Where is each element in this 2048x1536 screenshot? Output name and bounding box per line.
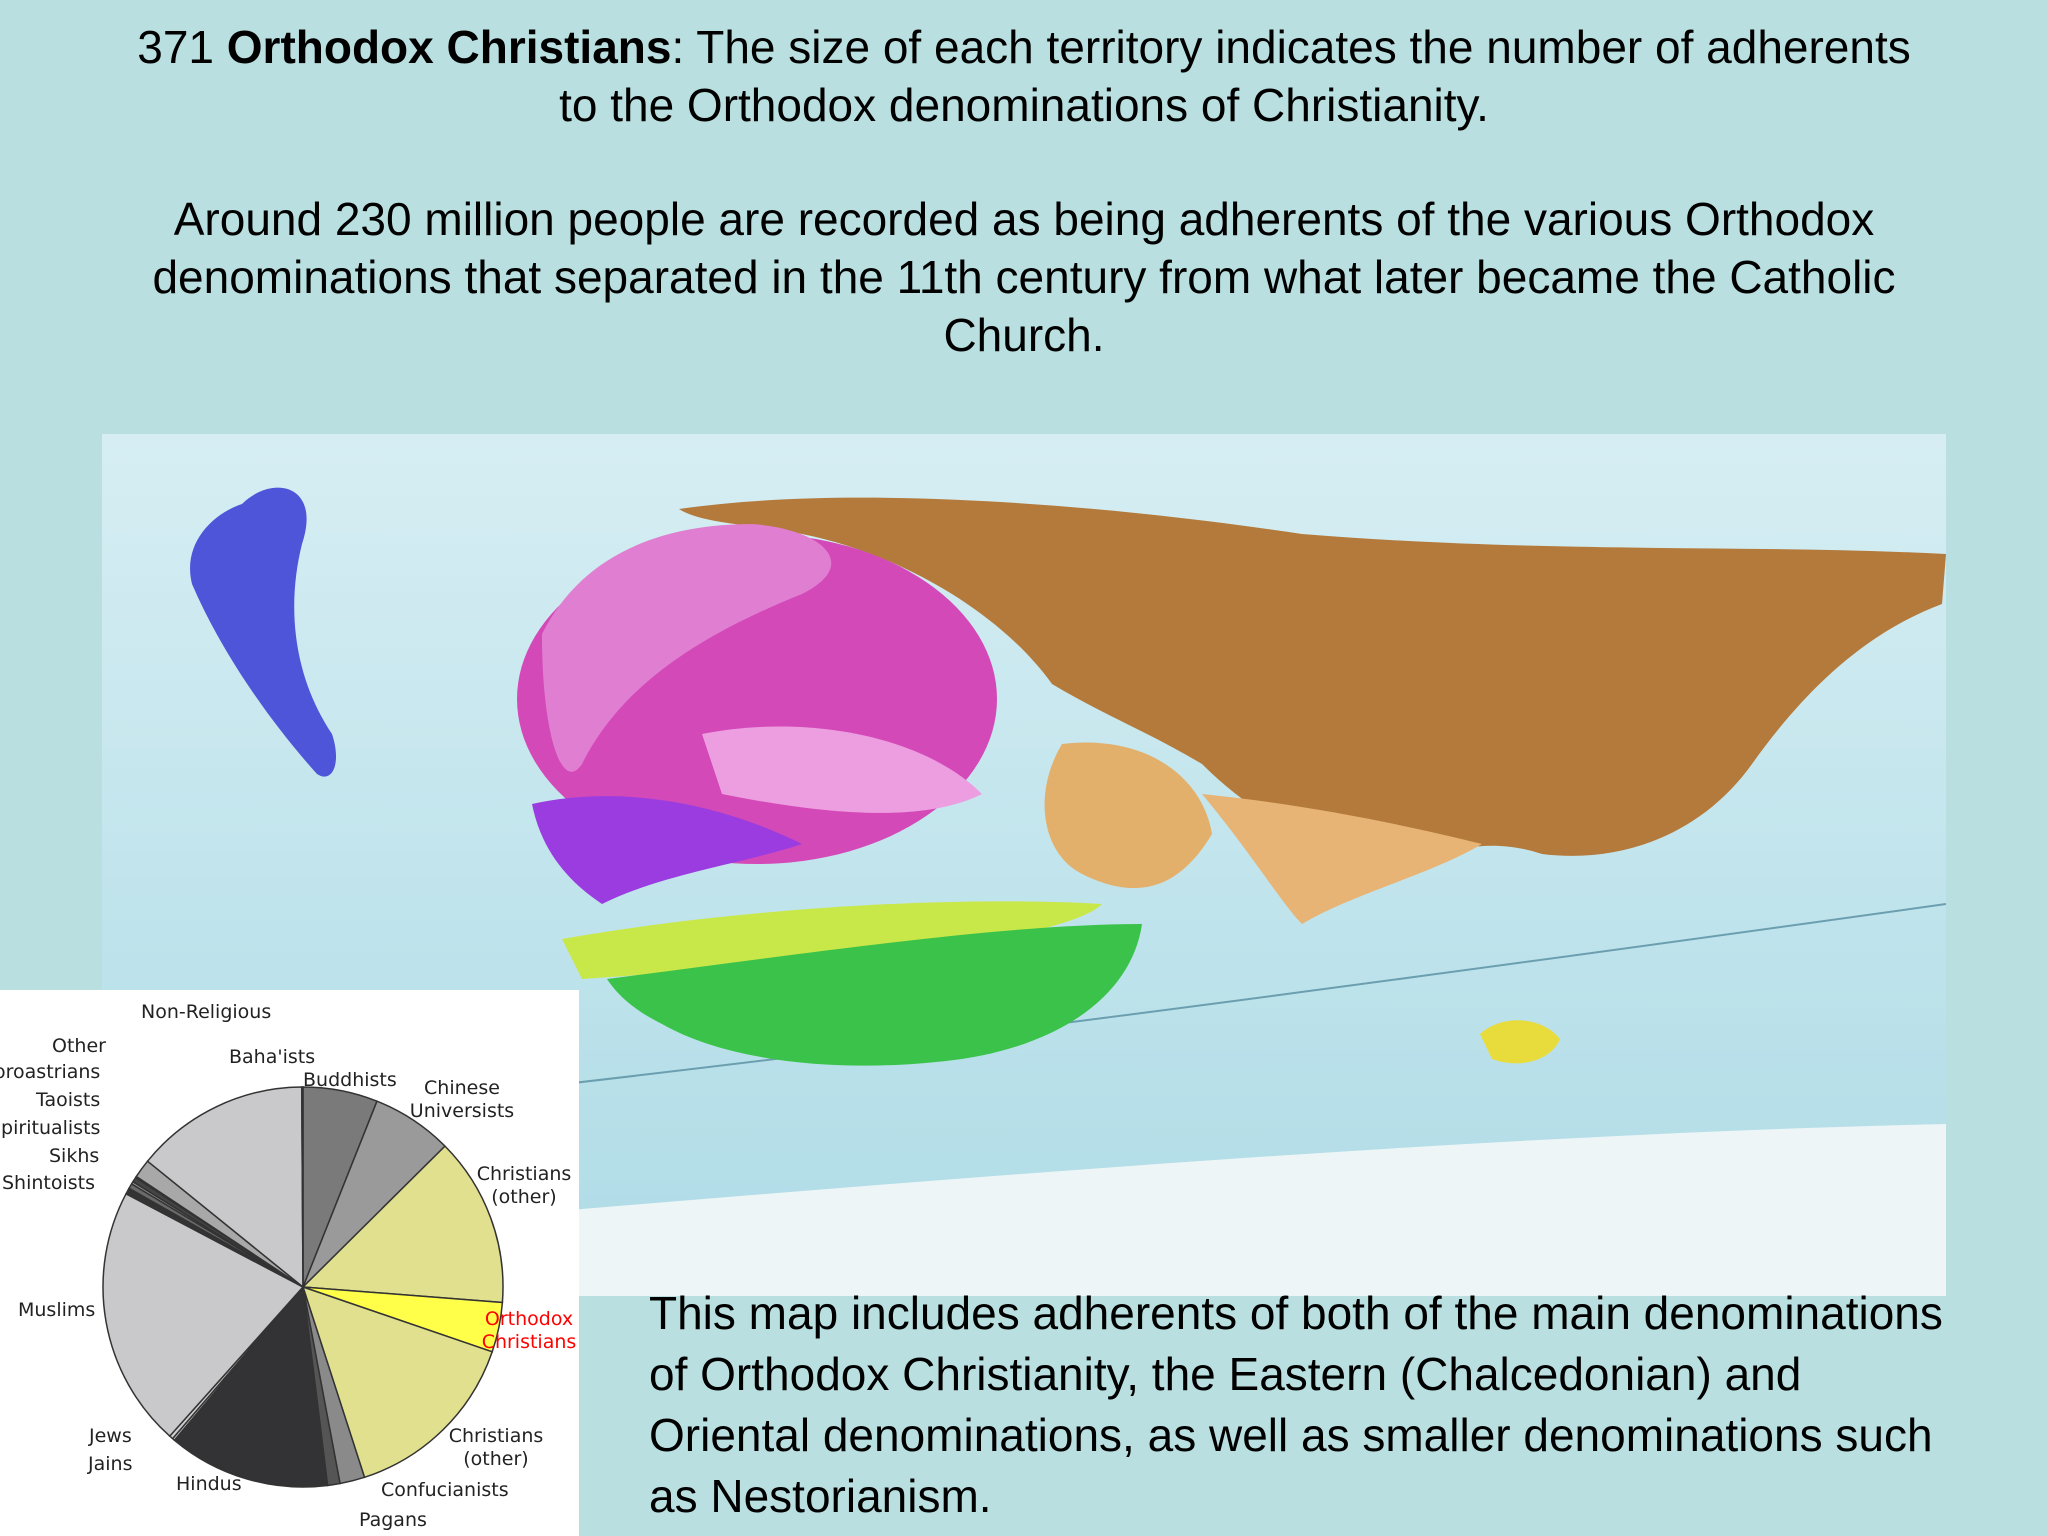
region-europe-west — [542, 524, 832, 772]
pie-label: Other — [52, 1034, 106, 1057]
pie-label: Buddhists — [303, 1068, 397, 1091]
pie-label: Jains — [88, 1452, 133, 1475]
pie-label: Muslims — [18, 1298, 96, 1321]
region-balkans — [702, 726, 982, 813]
region-australia — [1480, 1020, 1560, 1064]
pie-label: Jews — [89, 1424, 132, 1447]
pie-label: Zoroastrians — [0, 1060, 101, 1083]
pie-label: Baha'ists — [229, 1045, 316, 1068]
antarctica — [522, 1124, 1946, 1296]
region-russia — [679, 497, 1946, 874]
pie-label: Orthodox Christians — [481, 1308, 577, 1353]
region-americas — [190, 487, 337, 777]
pie-label: Sikhs — [49, 1144, 100, 1167]
region-middle-east — [1044, 742, 1212, 889]
pie-label: Shintoists — [2, 1171, 96, 1194]
pie-label: Chinese Universists — [409, 1077, 515, 1122]
title-number: 371 — [137, 21, 214, 73]
pie-slice — [301, 1145, 504, 1304]
region-africa-north — [562, 901, 1102, 979]
pie-chart — [102, 1086, 504, 1488]
pie-label: Christians (other) — [476, 1163, 572, 1208]
region-africa — [607, 924, 1142, 1066]
pie-slice — [173, 1285, 329, 1488]
pie-slice — [102, 1192, 305, 1438]
pie-slice — [146, 1086, 304, 1289]
pie-slice — [300, 1086, 304, 1288]
pie-label: Taoists — [36, 1088, 101, 1111]
note: This map includes adherents of both of t… — [649, 1287, 1943, 1522]
region-india — [1202, 794, 1482, 924]
region-caucasus — [532, 796, 802, 904]
title-bold: Orthodox Christians — [226, 21, 672, 73]
pie-label: Christians (other) — [448, 1425, 544, 1470]
title: 371 Orthodox Christians: The size of eac… — [134, 18, 1914, 134]
pie-label: Pagans — [359, 1508, 427, 1531]
pie-label: Hindus — [176, 1472, 242, 1495]
title-text: : The size of each territory indicates t… — [559, 21, 1911, 131]
pie-label: Non-Religious — [141, 1000, 272, 1023]
subtitle: Around 230 million people are recorded a… — [152, 193, 1896, 361]
pie-label: Spiritualists — [0, 1116, 101, 1139]
pie-slice — [301, 1285, 494, 1479]
pie-panel: Buddhists Chinese Universists Christians (… — [0, 990, 579, 1536]
pie-label: Confucianists — [381, 1478, 509, 1501]
